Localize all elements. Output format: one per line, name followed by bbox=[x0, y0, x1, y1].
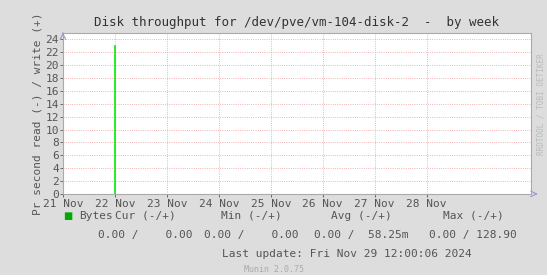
Text: Last update: Fri Nov 29 12:00:06 2024: Last update: Fri Nov 29 12:00:06 2024 bbox=[223, 249, 472, 259]
Text: 0.00 /  58.25m: 0.00 / 58.25m bbox=[314, 230, 408, 240]
Text: Avg (-/+): Avg (-/+) bbox=[330, 211, 392, 221]
Text: ■: ■ bbox=[63, 211, 72, 221]
Text: Bytes: Bytes bbox=[79, 211, 113, 221]
Text: 0.00 / 128.90: 0.00 / 128.90 bbox=[429, 230, 517, 240]
Text: 0.00 /    0.00: 0.00 / 0.00 bbox=[205, 230, 299, 240]
Text: Max (-/+): Max (-/+) bbox=[443, 211, 504, 221]
Text: Cur (-/+): Cur (-/+) bbox=[114, 211, 176, 221]
Title: Disk throughput for /dev/pve/vm-104-disk-2  -  by week: Disk throughput for /dev/pve/vm-104-disk… bbox=[94, 16, 499, 29]
Y-axis label: Pr second read (-) / write (+): Pr second read (-) / write (+) bbox=[32, 12, 43, 215]
Text: 0.00 /    0.00: 0.00 / 0.00 bbox=[98, 230, 192, 240]
Text: RRDTOOL / TOBI OETIKER: RRDTOOL / TOBI OETIKER bbox=[537, 54, 546, 155]
Text: Munin 2.0.75: Munin 2.0.75 bbox=[243, 265, 304, 274]
Text: Min (-/+): Min (-/+) bbox=[221, 211, 282, 221]
